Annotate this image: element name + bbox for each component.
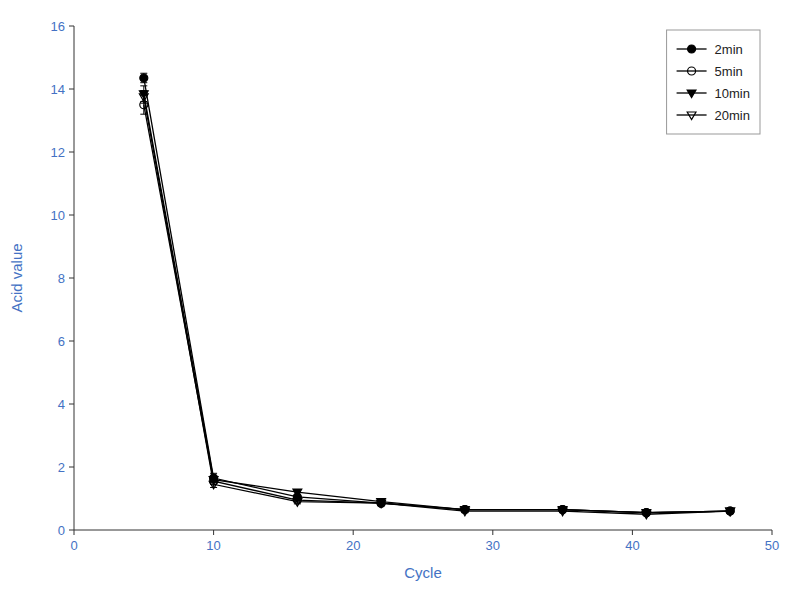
x-tick <box>492 530 493 535</box>
data-point <box>139 94 148 102</box>
data-point <box>461 506 469 514</box>
series <box>140 95 734 516</box>
y-tick-label: 2 <box>58 460 65 475</box>
data-point <box>726 507 734 515</box>
series-line <box>144 94 730 513</box>
data-point <box>642 511 651 519</box>
legend-marker <box>687 112 696 120</box>
data-point <box>377 500 386 508</box>
legend-marker <box>687 90 696 98</box>
legend-item: 2min <box>677 42 743 57</box>
y-tick-label: 0 <box>58 523 65 538</box>
data-point <box>140 74 148 82</box>
x-tick-label: 0 <box>70 538 77 553</box>
data-point <box>209 481 218 489</box>
y-tick <box>69 341 74 342</box>
x-tick <box>632 530 633 535</box>
x-axis-label: Cycle <box>404 564 442 581</box>
y-tick-label: 12 <box>51 145 65 160</box>
x-tick-label: 50 <box>765 538 779 553</box>
y-tick <box>69 278 74 279</box>
x-tick <box>772 530 773 535</box>
x-tick <box>353 530 354 535</box>
legend-item: 20min <box>677 108 750 123</box>
data-point <box>293 499 302 507</box>
data-point <box>559 506 567 514</box>
x-tick-label: 10 <box>206 538 220 553</box>
x-axis-line <box>74 530 772 531</box>
series-line <box>144 78 730 513</box>
data-point <box>726 508 735 516</box>
data-point <box>460 508 469 516</box>
y-tick <box>69 26 74 27</box>
data-point <box>642 509 650 517</box>
data-point <box>726 508 735 516</box>
data-point <box>559 506 567 514</box>
y-tick-label: 6 <box>58 334 65 349</box>
data-point <box>461 506 469 514</box>
y-tick-label: 8 <box>58 271 65 286</box>
legend-label: 5min <box>715 64 743 79</box>
y-tick <box>69 530 74 531</box>
data-point <box>377 499 385 507</box>
series <box>139 86 734 517</box>
y-tick-label: 4 <box>58 397 65 412</box>
data-point <box>642 509 650 517</box>
axes: 0 10 20 30 40 50 0 2 4 6 8 10 12 14 16 <box>51 19 780 554</box>
legend-item: 5min <box>677 64 743 79</box>
x-tick-label: 20 <box>346 538 360 553</box>
series-line <box>144 97 730 514</box>
legend-line <box>677 114 707 115</box>
x-tick-label: 30 <box>486 538 500 553</box>
data-point <box>726 507 734 515</box>
legend-label: 2min <box>715 42 743 57</box>
chart: 0 10 20 30 40 50 0 2 4 6 8 10 12 14 16 Cycle Acid value 2… <box>0 0 798 594</box>
x-tick <box>74 530 75 535</box>
data-point <box>377 499 385 507</box>
legend-item: 10min <box>677 86 750 101</box>
y-tick <box>69 152 74 153</box>
error-bar <box>140 91 147 104</box>
series-line <box>144 105 730 513</box>
y-tick-label: 10 <box>51 208 65 223</box>
y-tick-label: 14 <box>51 82 65 97</box>
series <box>140 73 734 516</box>
y-axis-label: Acid value <box>8 243 25 312</box>
legend-label: 20min <box>715 108 750 123</box>
y-tick <box>69 89 74 90</box>
legend-line <box>677 70 707 71</box>
legend: 2min 5min 10min 20min <box>667 30 760 134</box>
data-point <box>293 489 302 497</box>
plot-area <box>139 73 734 519</box>
y-tick <box>69 215 74 216</box>
x-tick <box>213 530 214 535</box>
y-tick-label: 16 <box>51 19 65 34</box>
y-tick <box>69 467 74 468</box>
y-tick <box>69 404 74 405</box>
data-point <box>558 508 567 516</box>
legend-box <box>667 30 760 134</box>
x-tick-label: 40 <box>625 538 639 553</box>
legend-marker <box>688 45 696 53</box>
error-bar <box>140 73 147 82</box>
legend-marker <box>688 67 696 75</box>
legend-label: 10min <box>715 86 750 101</box>
series <box>139 91 734 519</box>
